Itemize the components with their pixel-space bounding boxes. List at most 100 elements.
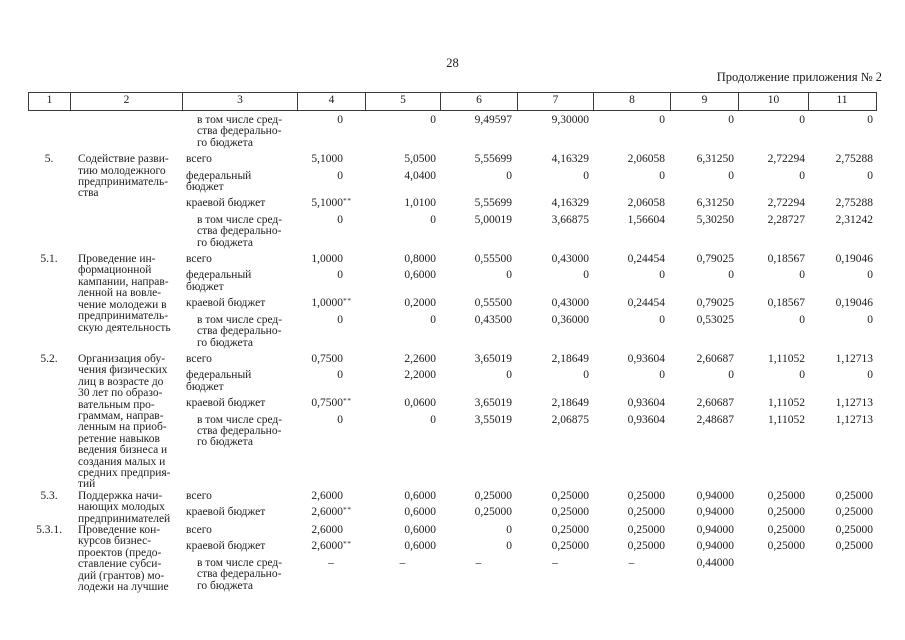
value-cell: 4,16329	[551, 197, 589, 210]
value-cell: 1,56604	[627, 213, 665, 226]
value-cell: 2,2600	[404, 352, 436, 365]
budget-lines: всего 2,6000 0,6000 0,25000 0,25000 0,25000 0,…	[182, 489, 877, 524]
value-cell: –	[628, 556, 635, 569]
value-cell: 0,0600	[404, 397, 436, 410]
value-cell: 0,25000	[835, 540, 873, 553]
column-header-cell: 1	[29, 93, 71, 110]
value-cell: 0,6000	[404, 269, 436, 282]
row-number: 5.3.1.	[36, 524, 62, 536]
budget-line-label: краевой бюджет	[186, 540, 266, 553]
value-cell: 0,93604	[627, 413, 665, 426]
value-cell: 2,75288	[835, 153, 873, 166]
value-cell: 5,0500	[404, 153, 436, 166]
page-number: 28	[446, 56, 459, 70]
value-cell: 0,43500	[474, 313, 512, 326]
budget-table: 1 2 3 4 5 6 7 8 9 10 11 в том числе сред- ства фед…	[28, 92, 877, 597]
value-cell: 0,25000	[474, 489, 512, 502]
value-cell: 5,00019	[474, 213, 512, 226]
value-cell: 0,2000	[404, 297, 436, 310]
budget-line: в том числе сред- ства федерально- го бю…	[182, 213, 877, 249]
value-cell: 0,93604	[627, 397, 665, 410]
row-number: 5.	[44, 153, 54, 166]
value-cell: 0,44000	[696, 556, 734, 569]
value-cell: –	[552, 556, 558, 569]
value-cell: 0	[337, 413, 343, 426]
value-cell: 0,24454	[627, 253, 665, 266]
value-cell: 0	[728, 269, 734, 282]
table-row-item: 5.3. Поддержка начи- нающих молодых предп…	[28, 489, 877, 525]
table-row-item: 5.3.1. Проведение кон- курсов бизнес- про…	[28, 524, 877, 597]
value-cell: 0	[430, 313, 436, 326]
value-cell: 0,6000	[404, 489, 436, 502]
value-cell: 0,93604	[627, 352, 665, 365]
column-header-cell: 4	[298, 93, 366, 110]
value-cell: 0,25000	[835, 506, 873, 519]
value-cell: 0,18567	[767, 253, 805, 266]
budget-line-label: краевой бюджет	[186, 297, 266, 310]
value-cell: 0,94000	[696, 506, 734, 519]
value-cell: 0,94000	[696, 524, 734, 536]
value-cell: 2,60687	[696, 397, 734, 410]
value-cell: 0	[659, 369, 665, 382]
value-cell: 2,2000	[404, 369, 436, 382]
value-cell: 0,25000	[627, 506, 665, 519]
value-cell: 0,25000	[627, 540, 665, 553]
value-cell: 5,1000	[311, 153, 343, 166]
budget-line-label: всего	[186, 489, 212, 502]
value-cell: 0	[799, 169, 805, 182]
value-cell: 4,0400	[404, 169, 436, 182]
value-cell: 0,25000	[627, 524, 665, 536]
value-cell: 0,25000	[767, 506, 805, 519]
value-cell: 0	[867, 114, 873, 126]
value-cell: 0	[506, 269, 512, 282]
value-cell: 2,6000	[311, 489, 343, 502]
value-cell: 0,25000	[835, 489, 873, 502]
value-cell: 0	[659, 313, 665, 326]
value-cell: 0	[337, 269, 343, 282]
value-cell: 0	[337, 213, 343, 226]
value-cell: 0	[506, 524, 512, 536]
budget-line: в том числе сред- ства федерально- го бю…	[182, 413, 877, 449]
column-header-row: 1 2 3 4 5 6 7 8 9 10 11	[28, 92, 877, 111]
value-cell: 1,11052	[768, 413, 805, 426]
budget-line: федеральный бюджет 0 0,6000 0 0 0 0 0 0	[182, 270, 877, 293]
row-title: Поддержка начи- нающих молодых предприни…	[78, 489, 171, 525]
value-cell: 0,25000	[835, 524, 873, 536]
value-cell: 0,25000	[551, 489, 589, 502]
budget-line-label: краевой бюджет	[186, 397, 266, 410]
value-cell: 5,55699	[474, 197, 512, 210]
value-cell: 2,28727	[767, 213, 805, 226]
budget-line: всего 2,6000 0,6000 0 0,25000 0,25000 0,94000 0…	[182, 524, 877, 536]
budget-line-label: федеральный бюджет	[186, 169, 252, 194]
value-cell: 0,79025	[696, 297, 734, 310]
value-cell: 3,55019	[474, 413, 512, 426]
budget-line: в том числе сред- ства федерально- го бю…	[182, 114, 877, 149]
value-cell: 0,79025	[696, 253, 734, 266]
footnote-marker: **	[343, 539, 352, 549]
value-cell: 2,6000 **	[311, 539, 352, 553]
budget-lines: в том числе сред- ства федерально- го бю…	[182, 114, 877, 154]
budget-line-label: краевой бюджет	[186, 506, 266, 519]
value-cell: 0	[583, 169, 589, 182]
value-cell: 1,11052	[768, 352, 805, 365]
value-cell: 2,06058	[627, 197, 665, 210]
value-cell: 2,75288	[835, 197, 873, 210]
value-cell: 2,72294	[767, 153, 805, 166]
budget-line: краевой бюджет 2,6000 ** 0,6000 0 0,25000 0,25…	[182, 539, 877, 553]
table-row-item: 5.2. Организация обу- чения физических ли…	[28, 352, 877, 491]
value-cell: –	[399, 556, 406, 569]
value-cell: 0	[430, 114, 436, 126]
value-cell: –	[328, 556, 334, 569]
table-row-item: 5.1. Проведение ин- формационной кампании…	[28, 253, 877, 354]
budget-line: всего 1,0000 0,8000 0,55500 0,43000 0,24454 0,…	[182, 253, 877, 266]
value-cell: 1,11052	[768, 397, 805, 410]
budget-line-label: в том числе сред- ства федерально- го бю…	[197, 413, 283, 449]
budget-line-label: всего	[186, 253, 212, 266]
budget-line-label: в том числе сред- ства федерально- го бю…	[197, 556, 283, 592]
value-cell: 0,55500	[474, 253, 512, 266]
value-cell: 0	[799, 114, 805, 126]
value-cell: 3,66875	[551, 213, 589, 226]
budget-lines: всего 1,0000 0,8000 0,55500 0,43000 0,24454 0,…	[182, 253, 877, 354]
column-header-cell: 8	[594, 93, 671, 110]
